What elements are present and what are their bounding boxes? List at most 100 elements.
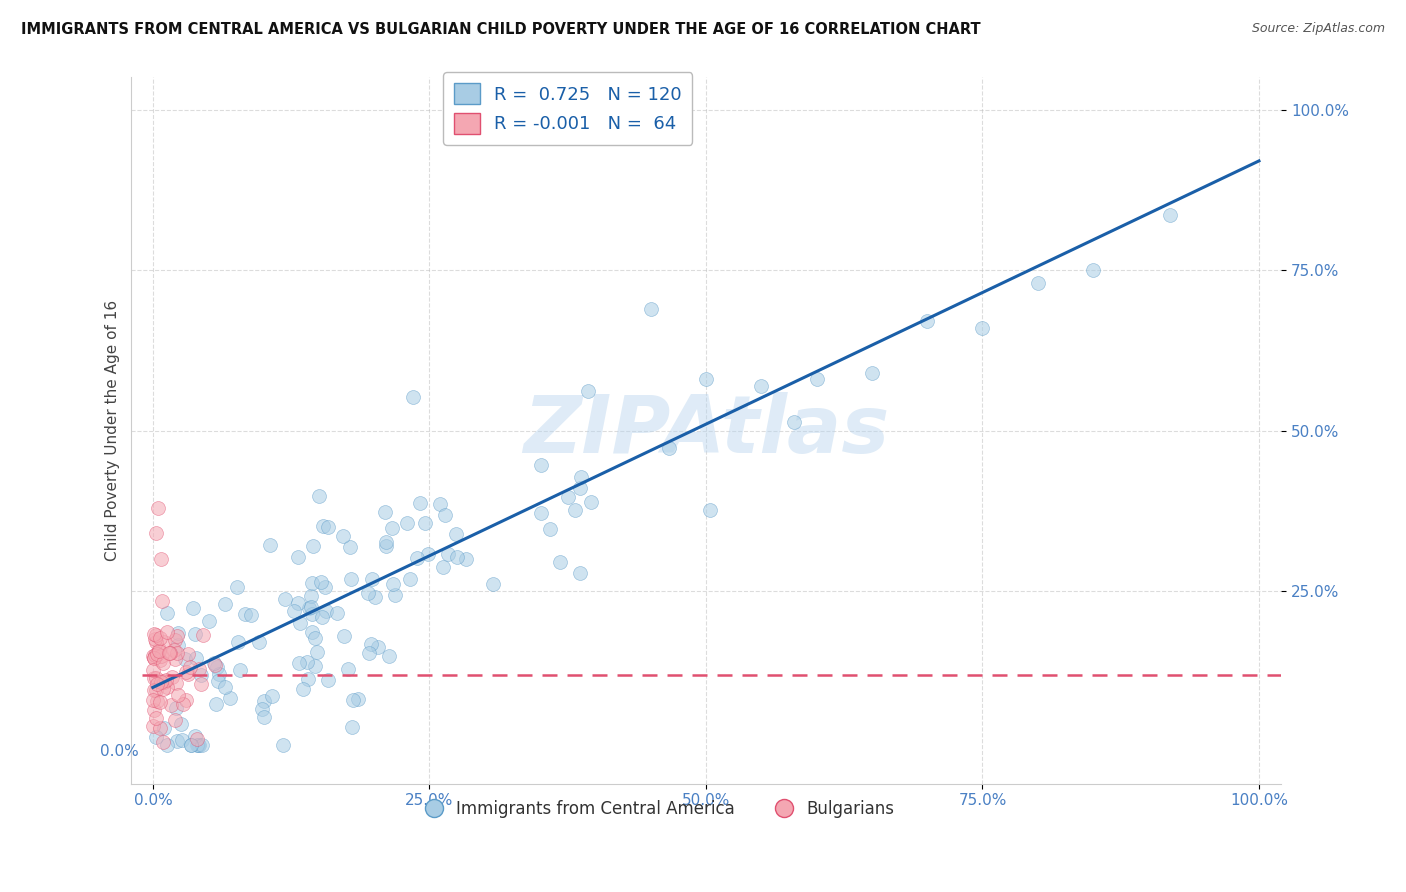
Point	[314, 580, 336, 594]
Point	[309, 574, 332, 589]
Point	[208, 666, 231, 681]
Point	[170, 732, 193, 747]
Point	[163, 643, 186, 657]
Point	[187, 738, 209, 752]
Point	[915, 314, 938, 328]
Point	[295, 656, 318, 670]
Point	[381, 521, 404, 535]
Point	[413, 516, 436, 531]
Point	[181, 601, 204, 615]
Point	[162, 670, 184, 684]
Point	[187, 662, 209, 676]
Point	[180, 738, 202, 752]
Point	[143, 651, 166, 665]
Point	[307, 645, 329, 659]
Point	[149, 552, 172, 566]
Point	[568, 481, 591, 495]
Point	[436, 547, 458, 561]
Point	[342, 719, 364, 733]
Point	[225, 580, 247, 594]
Point	[699, 503, 721, 517]
Point	[174, 693, 197, 707]
Point	[367, 640, 389, 654]
Point	[190, 668, 212, 682]
Point	[149, 632, 172, 646]
Point	[292, 681, 315, 696]
Point	[259, 538, 281, 552]
Point	[288, 615, 311, 630]
Point	[214, 597, 236, 611]
Point	[145, 683, 167, 698]
Point	[357, 646, 380, 660]
Point	[311, 610, 333, 624]
Point	[377, 648, 399, 663]
Point	[146, 677, 169, 691]
Point	[152, 682, 174, 697]
Point	[312, 519, 335, 533]
Point	[568, 566, 591, 580]
Point	[159, 647, 181, 661]
Text: IMMIGRANTS FROM CENTRAL AMERICA VS BULGARIAN CHILD POVERTY UNDER THE AGE OF 16 C: IMMIGRANTS FROM CENTRAL AMERICA VS BULGA…	[21, 22, 981, 37]
Point	[143, 650, 166, 665]
Point	[150, 593, 173, 607]
Point	[658, 441, 681, 455]
Point	[288, 656, 311, 670]
Point	[145, 730, 167, 744]
Point	[342, 693, 364, 707]
Point	[142, 719, 165, 733]
Point	[260, 690, 283, 704]
Point	[326, 606, 349, 620]
Point	[239, 607, 262, 622]
Point	[429, 497, 451, 511]
Point	[446, 549, 468, 564]
Point	[152, 674, 174, 689]
Point	[152, 674, 174, 689]
Point	[219, 691, 242, 706]
Point	[184, 627, 207, 641]
Point	[806, 372, 828, 386]
Point	[170, 717, 193, 731]
Point	[356, 586, 378, 600]
Point	[374, 505, 396, 519]
Point	[301, 607, 323, 621]
Point	[177, 647, 200, 661]
Point	[374, 539, 396, 553]
Point	[316, 520, 339, 534]
Point	[187, 738, 209, 752]
Point	[191, 738, 214, 752]
Point	[434, 508, 457, 522]
Point	[142, 663, 165, 677]
Point	[361, 573, 384, 587]
Point	[301, 625, 323, 640]
Point	[530, 506, 553, 520]
Point	[402, 390, 425, 404]
Point	[166, 646, 188, 660]
Point	[177, 666, 200, 681]
Point	[184, 730, 207, 744]
Point	[287, 596, 309, 610]
Point	[340, 572, 363, 586]
Point	[304, 631, 326, 645]
Point	[145, 634, 167, 648]
Point	[166, 734, 188, 748]
Point	[143, 648, 166, 662]
Point	[406, 551, 429, 566]
Point	[148, 641, 170, 656]
Point	[186, 738, 208, 752]
Point	[150, 649, 173, 664]
Point	[214, 680, 236, 694]
Point	[190, 677, 212, 691]
Point	[172, 697, 194, 711]
Point	[364, 590, 387, 604]
Point	[142, 648, 165, 663]
Point	[142, 671, 165, 685]
Point	[165, 651, 187, 665]
Point	[166, 629, 188, 643]
Point	[749, 378, 772, 392]
Point	[564, 502, 586, 516]
Point	[145, 647, 167, 661]
Point	[308, 489, 330, 503]
Point	[250, 702, 273, 716]
Point	[640, 301, 662, 316]
Point	[186, 731, 208, 746]
